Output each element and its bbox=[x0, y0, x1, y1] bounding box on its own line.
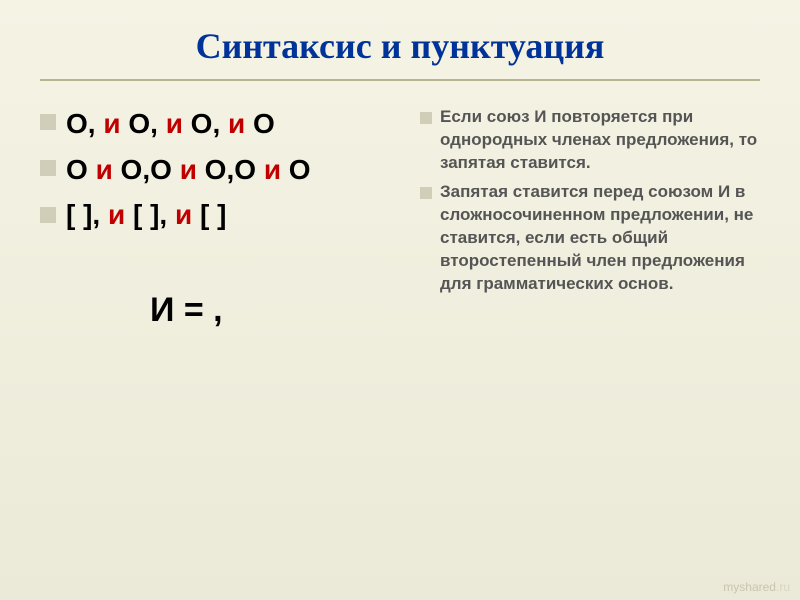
bullet-icon bbox=[40, 160, 56, 176]
pattern-row-3: [ ], и [ ], и [ ] bbox=[40, 199, 400, 231]
bullet-icon bbox=[40, 114, 56, 130]
bullet-icon bbox=[40, 207, 56, 223]
pattern-row-1: О, и О, и О, и О bbox=[40, 106, 400, 142]
right-column: Если союз И повторяется при однородных ч… bbox=[420, 106, 766, 330]
slide: Синтаксис и пунктуация О, и О, и О, и О … bbox=[0, 0, 800, 600]
equation: И = , bbox=[150, 291, 400, 330]
bullet-icon bbox=[420, 187, 432, 199]
pattern-row-2: О и О,О и О,О и О bbox=[40, 152, 400, 188]
content-columns: О, и О, и О, и О О и О,О и О,О и О [ ], … bbox=[40, 106, 760, 330]
watermark-suffix: .ru bbox=[776, 580, 790, 594]
slide-title: Синтаксис и пунктуация bbox=[40, 25, 760, 81]
watermark: myshared.ru bbox=[723, 580, 790, 594]
explanation-1: Если союз И повторяется при однородных ч… bbox=[440, 106, 766, 175]
pattern-3: [ ], и [ ], и [ ] bbox=[66, 199, 226, 231]
bullet-icon bbox=[420, 112, 432, 124]
pattern-2: О и О,О и О,О и О bbox=[66, 152, 311, 188]
explanation-2: Запятая ставится перед союзом И в сложно… bbox=[440, 181, 766, 296]
pattern-1: О, и О, и О, и О bbox=[66, 106, 275, 142]
watermark-brand: myshared bbox=[723, 580, 776, 594]
explain-row-1: Если союз И повторяется при однородных ч… bbox=[420, 106, 766, 175]
explain-row-2: Запятая ставится перед союзом И в сложно… bbox=[420, 181, 766, 296]
left-column: О, и О, и О, и О О и О,О и О,О и О [ ], … bbox=[40, 106, 400, 330]
